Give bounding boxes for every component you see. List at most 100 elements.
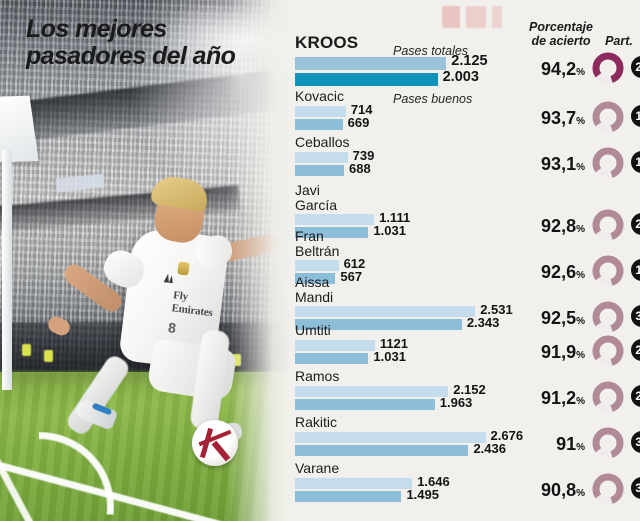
bar-completed-passes [295,73,438,86]
bar-total-passes [295,306,476,317]
bar-completed-passes [295,353,369,364]
accuracy-percentage: 93,7% [513,108,585,129]
value-completed-passes: 1.031 [373,349,406,364]
club-crest [177,261,190,276]
accuracy-percentage: 91,2% [513,388,585,409]
player-photo: Fly Emirates 8 [0,0,291,521]
corner-flag-pole [2,150,12,390]
value-total-passes: 714 [350,102,373,117]
participation-badge: 30 [631,477,640,499]
steward-vest [44,350,53,362]
photo-fade-overlay [227,0,291,521]
player-name: KROOS [295,33,359,52]
percent-sign: % [576,162,585,173]
accuracy-donut-icon [591,51,625,85]
player-name: Ceballos [295,134,350,150]
value-total-passes: 2.152 [453,382,486,397]
player-name: Umtiti [295,322,331,338]
accuracy-percentage: 93,1% [513,154,585,175]
header-participation: Part. [605,34,633,48]
percent-sign: % [576,116,585,127]
percent-sign: % [576,67,585,78]
accuracy-donut-icon [591,208,625,242]
value-total-passes: 739 [352,148,375,163]
accuracy-donut-icon [591,380,625,414]
bar-completed-passes [295,227,369,238]
legend-completed-passes: Pases buenos [393,92,473,106]
accuracy-value: 94,2 [541,59,577,79]
bar-completed-passes [295,445,469,456]
bar-completed-passes [295,119,343,130]
bar-total-passes [295,214,375,225]
value-completed-passes: 567 [340,269,363,284]
bar-total-passes [295,432,486,443]
accuracy-percentage: 92,5% [513,308,585,329]
value-total-passes: 612 [343,256,366,271]
percent-sign: % [576,442,585,453]
accuracy-percentage: 92,6% [513,262,585,283]
bar-total-passes [295,57,447,70]
accuracy-percentage: 94,2% [513,59,585,80]
bar-completed-passes [295,273,336,284]
accuracy-percentage: 91% [513,434,585,455]
participation-badge: 29 [631,385,640,407]
bar-total-passes [295,340,375,351]
accuracy-value: 92,6 [541,262,577,282]
value-total-passes: 2.125 [451,53,488,69]
participation-badge: 17 [631,105,640,127]
accuracy-donut-icon [591,146,625,180]
participation-badge: 34 [631,431,640,453]
percent-sign: % [576,224,585,235]
accuracy-donut-icon [591,472,625,506]
header-percent: Porcentaje de acierto [529,20,593,48]
player-name: Kovacic [295,88,345,104]
accuracy-donut-icon [591,334,625,368]
player-name: Rakitic [295,414,338,430]
legend-total-passes: Pases totales [393,44,469,58]
participation-badge: 19 [631,151,640,173]
bar-total-passes [295,152,348,163]
accuracy-donut-icon [591,426,625,460]
value-total-passes: 1121 [379,336,409,351]
accuracy-value: 91,2 [541,388,577,408]
bar-completed-passes [295,165,344,176]
source-watermark [442,6,502,28]
bar-total-passes [295,386,449,397]
participation-badge: 26 [631,56,640,78]
accuracy-value: 91,9 [541,342,577,362]
value-completed-passes: 2.343 [466,315,500,330]
player-name: Ramos [295,368,340,384]
value-completed-passes: 1.031 [373,223,406,238]
bar-completed-passes [295,319,462,330]
value-total-passes: 1.646 [417,474,450,489]
accuracy-value: 90,8 [541,480,577,500]
accuracy-value: 91 [556,434,577,454]
accuracy-donut-icon [591,100,625,134]
chart-panel: Porcentaje de acierto Part. Pases totale… [291,0,640,521]
page-title: Los mejores pasadores del año [26,15,236,70]
bar-completed-passes [295,491,402,502]
value-completed-passes: 669 [347,115,370,130]
bar-total-passes [295,478,413,489]
accuracy-percentage: 90,8% [513,480,585,501]
participation-badge: 36 [631,305,640,327]
player-name: Varane [295,460,340,476]
accuracy-percentage: 92,8% [513,216,585,237]
value-total-passes: 2.531 [480,302,513,317]
percent-sign: % [576,396,585,407]
value-total-passes: 2.676 [490,428,524,443]
accuracy-value: 93,7 [541,108,577,128]
participation-badge: 24 [631,213,640,235]
accuracy-donut-icon [591,254,625,288]
accuracy-donut-icon [591,300,625,334]
player-name: Javi García [295,182,338,213]
percent-sign: % [576,270,585,281]
accuracy-value: 93,1 [541,154,577,174]
value-total-passes: 1.111 [379,210,411,225]
shirt-number: 8 [167,319,177,337]
value-completed-passes: 1.963 [439,395,473,410]
bar-total-passes [295,260,339,271]
participation-badge: 20 [631,339,640,361]
participation-badge: 16 [631,259,640,281]
